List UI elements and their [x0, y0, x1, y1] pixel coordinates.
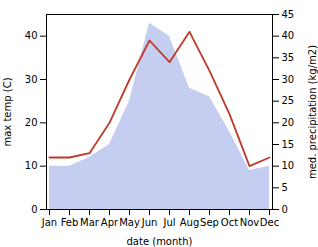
svg-text:Feb: Feb [61, 217, 79, 228]
svg-text:20: 20 [282, 117, 295, 128]
svg-text:45: 45 [282, 9, 295, 20]
svg-text:Aug: Aug [180, 217, 200, 228]
svg-text:Sep: Sep [200, 217, 219, 228]
svg-text:Jun: Jun [141, 217, 158, 228]
svg-text:25: 25 [282, 95, 295, 106]
svg-text:Jan: Jan [41, 217, 57, 228]
svg-text:med. precipitation (kg/m2): med. precipitation (kg/m2) [307, 45, 318, 179]
svg-text:40: 40 [282, 30, 295, 41]
svg-text:5: 5 [282, 182, 288, 193]
svg-text:10: 10 [282, 160, 295, 171]
svg-text:0: 0 [282, 204, 288, 215]
svg-text:Dec: Dec [260, 217, 279, 228]
svg-text:35: 35 [282, 52, 295, 63]
svg-text:Nov: Nov [240, 217, 260, 228]
svg-text:Oct: Oct [221, 217, 238, 228]
svg-text:date (month): date (month) [127, 236, 193, 247]
svg-text:30: 30 [25, 74, 38, 85]
svg-text:Jul: Jul [162, 217, 175, 228]
svg-text:max temp (C): max temp (C) [2, 77, 13, 146]
svg-text:15: 15 [282, 139, 295, 150]
svg-text:May: May [119, 217, 140, 228]
svg-text:20: 20 [25, 117, 38, 128]
svg-text:Apr: Apr [101, 217, 119, 228]
svg-text:10: 10 [25, 160, 38, 171]
svg-text:0: 0 [31, 204, 37, 215]
svg-text:Mar: Mar [80, 217, 100, 228]
svg-text:30: 30 [282, 74, 295, 85]
svg-text:40: 40 [25, 30, 38, 41]
